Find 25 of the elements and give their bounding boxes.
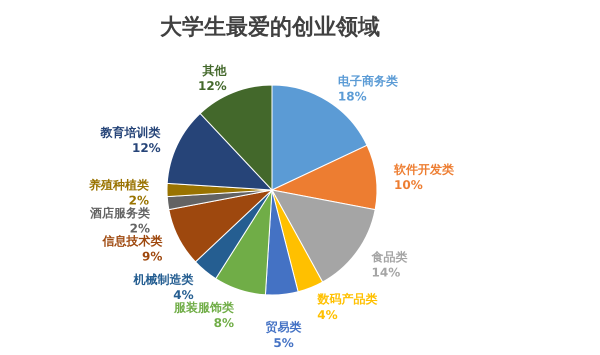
slice-label: 服装服饰类: [172, 300, 234, 315]
slice-label: 软件开发类: [393, 162, 454, 176]
slice-label: 教育培训类: [100, 125, 161, 140]
chart-title: 大学生最爱的创业领域: [160, 15, 380, 40]
data-label: 2%: [130, 221, 150, 236]
slice-label: 数码产品类: [316, 292, 378, 306]
data-label: 4%: [317, 308, 338, 322]
data-label: 10%: [394, 178, 423, 192]
data-label: 12%: [132, 141, 161, 156]
slice-label: 养殖种植类: [88, 178, 149, 192]
data-label: 5%: [273, 336, 294, 350]
data-label: 12%: [198, 79, 227, 94]
slice-label: 食品类: [370, 250, 408, 264]
data-label: 8%: [214, 316, 234, 330]
slice-label: 电子商务类: [338, 74, 398, 88]
data-label: 14%: [372, 266, 400, 280]
slice-label: 贸易类: [266, 320, 302, 334]
data-label: 9%: [142, 249, 162, 264]
slice-label: 酒店服务类: [88, 206, 150, 220]
data-label: 18%: [338, 90, 367, 104]
slice-label: 机械制造类: [132, 272, 194, 287]
data-label: 4%: [173, 288, 194, 302]
slice-label: 信息技术类: [101, 234, 162, 248]
data-label: 2%: [128, 193, 149, 208]
slice-label: 其他: [202, 63, 228, 78]
